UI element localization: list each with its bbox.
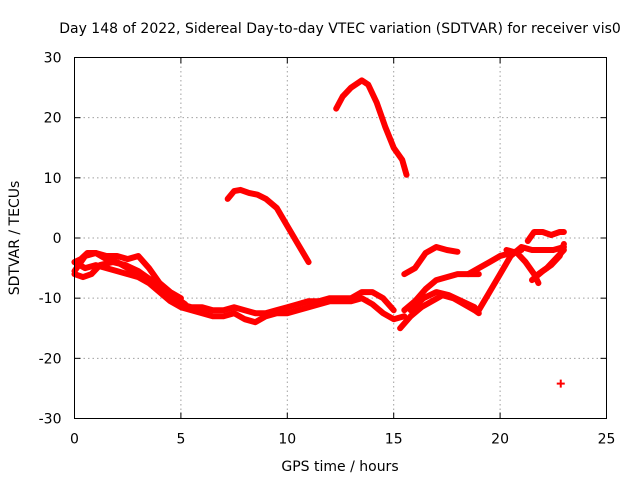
series-arc-early-2: [71, 259, 189, 308]
y-tick-label: 30: [44, 51, 62, 67]
series-arc-late-6: [535, 247, 567, 278]
chart-title: Day 148 of 2022, Sidereal Day-to-day VTE…: [59, 21, 621, 37]
series-arc-mid-hump: [224, 186, 312, 266]
x-tick-label: 5: [176, 432, 185, 448]
series-arc-1530-high: [401, 244, 461, 278]
y-tick-label: -10: [39, 291, 62, 307]
series-arc-main-lower: [71, 259, 408, 326]
x-tick-label: 10: [278, 432, 296, 448]
plot-frame: [74, 57, 607, 419]
x-tick-labels: 0 5 10 15 20 25: [70, 432, 615, 448]
x-axis-label: GPS time / hours: [281, 459, 398, 475]
y-axis-label: SDTVAR / TECUs: [7, 181, 23, 296]
x-tick-label: 15: [385, 432, 403, 448]
y-tick-label: -30: [39, 412, 62, 428]
data-series: [71, 77, 567, 388]
x-tick-label: 25: [598, 432, 616, 448]
series-arc-high-hump: [333, 77, 410, 178]
series-arc-late-3: [524, 229, 567, 244]
x-tick-label: 0: [70, 432, 79, 448]
x-tick-label: 20: [491, 432, 509, 448]
y-tick-label: 20: [44, 111, 62, 127]
series-arc-1530-cross: [407, 289, 478, 314]
y-tick-label: 0: [53, 231, 62, 247]
y-tick-labels: -30 -20 -10 0 10 20 30: [39, 51, 62, 428]
series-isolated-point: [556, 379, 565, 388]
y-tick-label: 10: [44, 171, 62, 187]
y-tick-label: -20: [39, 351, 62, 367]
